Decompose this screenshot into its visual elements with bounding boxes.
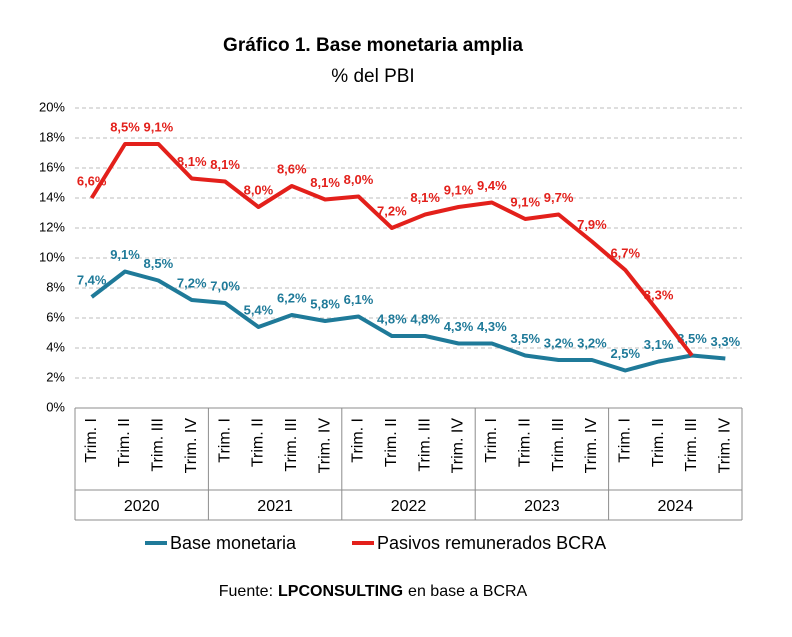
data-label: 9,1% — [144, 119, 174, 134]
x-tick-label: Trim. IV — [316, 418, 333, 474]
x-tick-label: Trim. III — [416, 418, 433, 472]
data-label: 8,1% — [410, 190, 440, 205]
x-tick-label: Trim. I — [483, 418, 500, 463]
data-label: 3,2% — [544, 335, 574, 350]
x-tick-label: Trim. I — [216, 418, 233, 463]
data-label: 8,5% — [144, 256, 174, 271]
data-label: 6,7% — [610, 245, 640, 260]
x-tick-label: Trim. II — [516, 418, 533, 467]
y-tick-label: 2% — [46, 369, 65, 384]
data-label: 8,5% — [110, 119, 140, 134]
data-label: 9,1% — [110, 247, 140, 262]
x-tick-label: Trim. II — [383, 418, 400, 467]
x-tick-label: Trim. I — [83, 418, 100, 463]
data-label: 8,1% — [177, 154, 207, 169]
data-label: 7,2% — [377, 203, 407, 218]
x-tick-label: Trim. IV — [717, 418, 734, 474]
year-label: 2022 — [391, 498, 427, 515]
data-label: 6,6% — [77, 173, 107, 188]
data-label: 5,4% — [244, 302, 274, 317]
data-label: 6,1% — [344, 292, 374, 307]
data-label: 9,1% — [444, 182, 474, 197]
data-label: 3,3% — [711, 334, 741, 349]
x-tick-label: Trim. III — [683, 418, 700, 472]
x-tick-label: Trim. III — [150, 418, 167, 472]
data-label: 6,2% — [277, 290, 307, 305]
data-label: 8,0% — [244, 182, 274, 197]
data-label: 8,1% — [210, 157, 240, 172]
y-tick-label: 16% — [39, 159, 65, 174]
source-bold: LPCONSULTING — [278, 583, 403, 600]
y-tick-label: 20% — [39, 99, 65, 114]
data-label: 7,4% — [77, 272, 107, 287]
x-tick-label: Trim. I — [616, 418, 633, 463]
data-label: 4,8% — [410, 311, 440, 326]
x-tick-label: Trim. II — [250, 418, 267, 467]
y-tick-label: 12% — [39, 219, 65, 234]
y-tick-label: 8% — [46, 279, 65, 294]
legend-label: Pasivos remunerados BCRA — [377, 533, 606, 553]
x-tick-label: Trim. IV — [183, 418, 200, 474]
data-label: 9,4% — [477, 178, 507, 193]
chart-title: Gráfico 1. Base monetaria amplia — [223, 35, 523, 56]
source-suffix: en base a BCRA — [408, 583, 528, 600]
data-label: 3,3% — [644, 287, 674, 302]
line — [89, 142, 694, 357]
y-tick-label: 14% — [39, 189, 65, 204]
data-label: 8,0% — [344, 172, 374, 187]
source-prefix: Fuente: — [219, 583, 273, 600]
data-label: 7,9% — [577, 217, 607, 232]
data-label: 9,1% — [510, 194, 540, 209]
data-label: 3,5% — [677, 331, 707, 346]
y-tick-label: 6% — [46, 309, 65, 324]
year-label: 2021 — [257, 498, 293, 515]
data-label: 3,2% — [577, 335, 607, 350]
x-tick-label: Trim. II — [116, 418, 133, 467]
x-tick-label: Trim. III — [550, 418, 567, 472]
source: Fuente: LPCONSULTING en base a BCRA — [219, 583, 528, 600]
data-label: 3,5% — [510, 331, 540, 346]
x-tick-label: Trim. III — [283, 418, 300, 472]
legend-label: Base monetaria — [170, 533, 297, 553]
year-label: 2023 — [524, 498, 560, 515]
data-label: 4,8% — [377, 311, 407, 326]
data-label: 3,1% — [644, 337, 674, 352]
year-label: 2024 — [658, 498, 694, 515]
y-tick-label: 18% — [39, 129, 65, 144]
y-tick-label: 10% — [39, 249, 65, 264]
x-tick-label: Trim. I — [350, 418, 367, 463]
y-tick-label: 0% — [46, 399, 65, 414]
y-tick-label: 4% — [46, 339, 65, 354]
data-label: 4,3% — [444, 319, 474, 334]
data-label: 4,3% — [477, 319, 507, 334]
data-label: 5,8% — [310, 296, 340, 311]
year-label: 2020 — [124, 498, 160, 515]
x-tick-label: Trim. II — [650, 418, 667, 467]
data-label: 7,0% — [210, 278, 240, 293]
data-label: 8,1% — [310, 175, 340, 190]
data-label: 9,7% — [544, 190, 574, 205]
data-label: 2,5% — [610, 346, 640, 361]
chart-subtitle: % del PBI — [331, 66, 414, 87]
line — [90, 269, 726, 373]
data-label: 7,2% — [177, 275, 207, 290]
data-label: 8,6% — [277, 161, 307, 176]
x-tick-label: Trim. IV — [450, 418, 467, 474]
x-tick-label: Trim. IV — [583, 418, 600, 474]
